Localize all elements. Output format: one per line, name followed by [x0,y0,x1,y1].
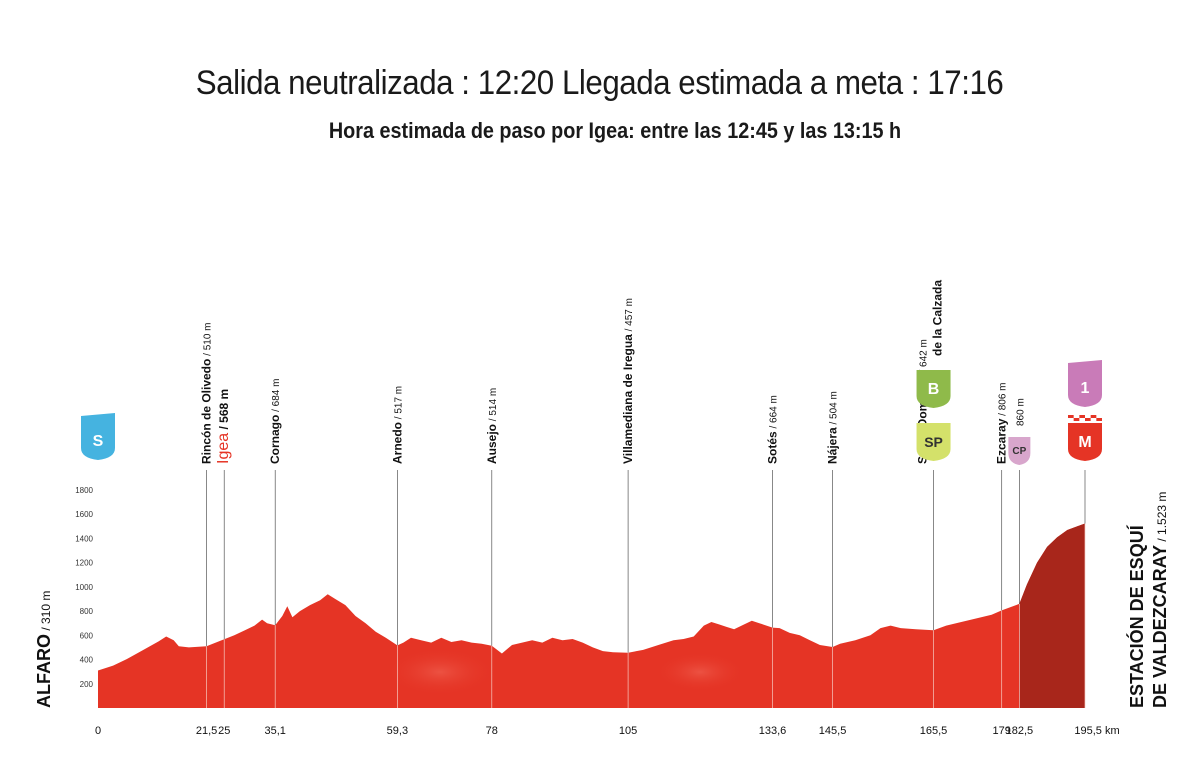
marker-label: M [1078,434,1091,451]
x-km-label: 25 [218,725,230,737]
marker-bonus: B [916,370,951,408]
marker-start: S [81,413,115,460]
marker-sprint: SP [916,423,951,461]
location-label: Villamediana de Iregua / 457 m [621,298,635,464]
y-tick-label: 1800 [75,486,93,495]
finish-label: DE VALDEZCARAY / 1.523 m [1150,492,1170,708]
start-label: ALFARO / 310 m [34,591,54,708]
x-km-label: 179 [993,725,1011,737]
location-elevation: / 457 m [624,298,635,334]
y-tick-label: 200 [80,680,94,689]
y-tick-label: 400 [80,656,94,665]
checker-square [1079,421,1085,424]
location-label: Ausejo / 514 m [485,388,499,464]
marker-label: CP [1012,446,1026,457]
location-elevation: / 806 m [998,382,1009,418]
profile-area [98,523,1085,708]
x-km-label: 35,1 [264,725,285,737]
marker-label: S [93,433,104,450]
location-elevation: / 504 m [829,391,840,427]
start-elevation: / 310 m [39,591,53,634]
marker-badge [916,370,951,408]
location-label: Igea / 568 m [215,389,232,464]
location-name: Ezcaray [995,418,1009,464]
marker-badge [1068,369,1102,407]
checker-square [1073,418,1080,421]
marker-flag [1068,360,1102,369]
y-tick-label: 1200 [75,559,93,568]
x-km-label: 182,5 [1006,725,1034,737]
location-name: Ausejo [485,424,499,464]
x-km-label: 59,3 [387,725,408,737]
y-tick-label: 800 [80,607,94,616]
x-km-label: 21,5 [196,725,217,737]
location-label: Sotés / 664 m [765,395,779,464]
location-name: de la Calzada [931,280,945,356]
x-km-label: 78 [486,725,498,737]
checker-square [1090,421,1097,424]
marker-badge [1008,437,1031,465]
profile-highlight [655,652,745,692]
x-km-label: 105 [619,725,637,737]
location-elevation: 860 m [1015,398,1026,426]
location-name: Arnedo [390,422,404,464]
location-name: Villamediana de Iregua [621,334,635,464]
x-km-label: 195,5 km [1074,725,1119,737]
marker-badge [81,422,115,460]
location-label: Ezcaray / 806 m [995,382,1009,464]
marker-flag [81,413,115,422]
location-name: Cornago [268,415,282,464]
start-name: ALFARO [34,634,54,708]
location-label: Nájera / 504 m [826,391,840,464]
location-elevation: / 510 m [203,323,214,359]
location-name: Sotés [765,431,779,464]
location-label: de la Calzada [931,280,945,356]
checker-square [1068,421,1074,424]
y-tick-label: 1000 [75,583,93,592]
y-tick-label: 600 [80,631,94,640]
x-km-label: 165,5 [920,725,948,737]
page-title: Salida neutralizada : 12:20 Llegada esti… [195,64,1004,102]
profile-highlight [385,648,495,696]
x-km-label: 145,5 [819,725,847,737]
location-label: 860 m [1015,398,1026,426]
page-subtitle: Hora estimada de paso por Igea: entre la… [328,118,902,143]
checker-square [1090,415,1097,418]
location-elevation: / 664 m [768,395,779,431]
final-climb-area [1019,523,1085,708]
marker-label: 1 [1081,380,1090,397]
marker-badge [916,423,951,461]
location-elevation: / 568 m [217,389,231,433]
checker-square [1068,415,1074,418]
location-elevation: / 642 m [919,339,930,375]
finish-label: ESTACIÓN DE ESQUÍ [1126,524,1147,708]
checker-square [1096,418,1102,421]
marker-checkpoint: CP [1008,437,1031,465]
location-label: Cornago / 684 m [268,379,282,464]
location-name: Rincón de Olivedo [200,359,214,464]
marker-badge [1068,423,1102,461]
location-label: Arnedo / 517 m [390,386,404,464]
checker-square [1085,418,1091,421]
location-elevation: / 684 m [271,379,282,415]
marker-label: SP [924,434,943,450]
location-name: Igea [215,433,232,464]
marker-climb: 1 [1068,360,1102,407]
location-label: Rincón de Olivedo / 510 m [200,323,214,465]
finish-elevation: / 1.523 m [1155,492,1169,545]
y-tick-label: 1400 [75,534,93,543]
checker-square [1079,415,1085,418]
location-elevation: / 514 m [488,388,499,424]
location-name: Nájera [826,427,840,464]
finish-name-line2: DE VALDEZCARAY [1150,545,1170,708]
marker-finish: M [1068,415,1102,461]
x-km-label-start: 0 [95,725,101,737]
location-elevation: / 517 m [393,386,404,422]
finish-name-line1: ESTACIÓN DE ESQUÍ [1126,524,1147,708]
marker-label: B [928,381,940,398]
x-km-label: 133,6 [759,725,787,737]
y-tick-label: 1600 [75,510,93,519]
